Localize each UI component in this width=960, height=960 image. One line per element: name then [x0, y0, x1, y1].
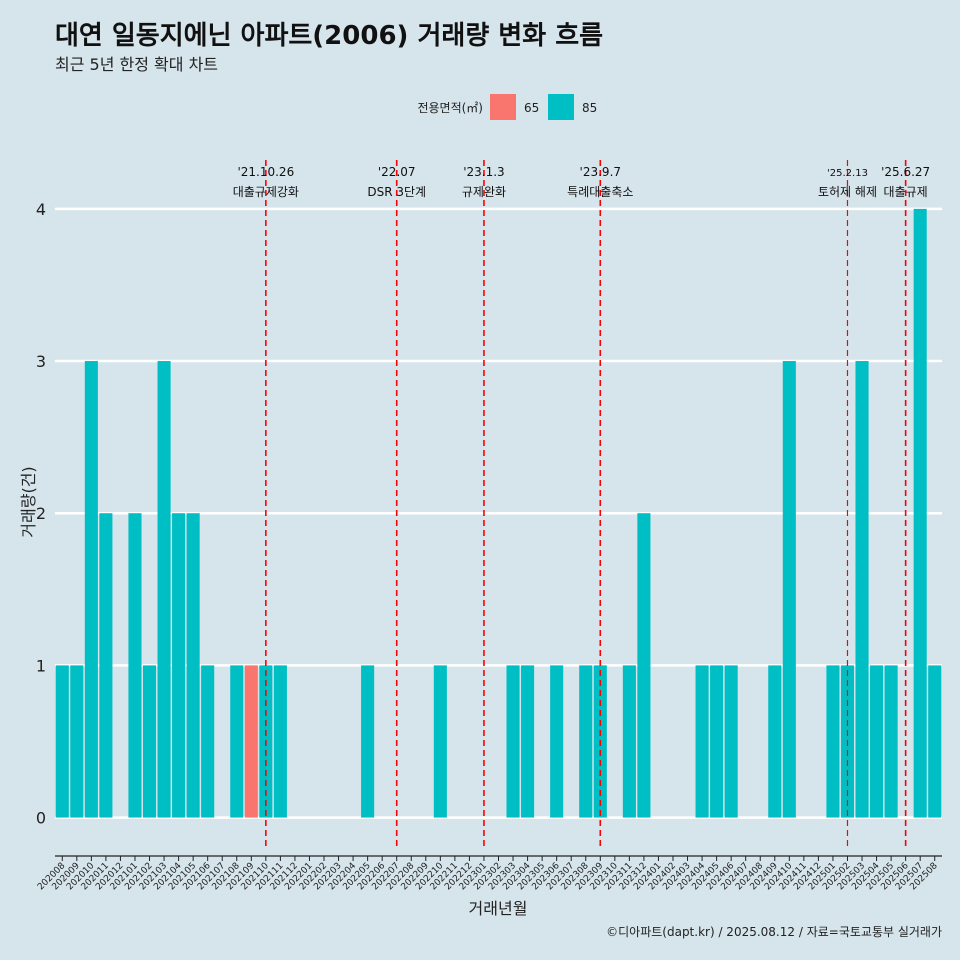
y-axis-title: 거래량(건) [19, 466, 38, 537]
bar-202505-85 [884, 665, 898, 818]
bar-202210-85 [433, 665, 447, 818]
y-tick-label-2: 2 [36, 504, 46, 523]
bar-202010-85 [84, 361, 98, 818]
bar-202308-85 [579, 665, 593, 818]
bar-202011-85 [99, 513, 113, 818]
event-markers: '21.10.26 대출규제강화 '22.07 DSR 3단계 '23.1.3 규제완화 '… [233, 160, 930, 848]
bar-202405-85 [710, 665, 724, 818]
bar-202104-85 [172, 513, 186, 818]
x-axis: 2020082020092020102020112020122021012021… [36, 855, 942, 892]
bar-202303-85 [506, 665, 520, 818]
bar-202501-85 [826, 665, 840, 818]
bar-202102-85 [142, 665, 157, 818]
y-tick-label-0: 0 [36, 809, 46, 828]
bar-202101-85 [128, 513, 142, 818]
bar-202409-85 [768, 665, 782, 818]
event-date-3: '23.9.7 [580, 165, 621, 179]
bar-202108-85 [230, 665, 244, 818]
event-label-3: 특례대출축소 [567, 185, 633, 199]
bar-202504-85 [870, 665, 884, 818]
bar-202406-85 [724, 665, 738, 818]
bar-202111-85 [273, 665, 287, 818]
bar-202312-85 [637, 513, 651, 818]
bar-202109-65 [244, 665, 258, 818]
bars [55, 208, 942, 818]
chart-title: 대연 일동지에닌 아파트(2006) 거래량 변화 흐름 [55, 21, 603, 51]
event-date-5: '25.6.27 [881, 165, 930, 179]
bar-202009-85 [70, 665, 84, 818]
caption: ©디아파트(dapt.kr) / 2025.08.12 / 자료=국토교통부 실… [606, 925, 942, 939]
y-tick-label-3: 3 [36, 352, 46, 371]
event-date-4: '25.2.13 [827, 168, 868, 179]
legend-label-85: 85 [582, 101, 597, 115]
event-date-2: '23.1.3 [463, 165, 504, 179]
bar-202205-85 [361, 665, 375, 818]
bar-202306-85 [550, 665, 564, 818]
event-label-0: 대출규제강화 [233, 185, 299, 199]
event-label-4: 토허제 해제 [818, 185, 877, 199]
bar-202507-85 [913, 208, 927, 818]
bar-202311-85 [622, 665, 636, 818]
legend-key-65 [490, 94, 516, 120]
y-tick-label-1: 1 [36, 656, 46, 675]
bar-202008-85 [55, 665, 69, 818]
bar-202410-85 [782, 361, 796, 818]
y-axis-ticks: 0 1 2 3 4 [36, 200, 46, 828]
event-label-1: DSR 3단계 [367, 185, 426, 199]
event-label-2: 규제완화 [462, 185, 506, 199]
bar-202503-85 [855, 361, 869, 818]
bar-202103-85 [157, 361, 171, 818]
bar-202304-85 [521, 665, 535, 818]
y-tick-label-4: 4 [36, 200, 46, 219]
x-axis-title: 거래년월 [469, 899, 528, 918]
event-label-5: 대출규제 [884, 185, 928, 199]
legend-key-85 [548, 94, 574, 120]
bar-202105-85 [186, 513, 200, 818]
bar-202404-85 [695, 665, 709, 818]
bar-202106-85 [201, 665, 215, 818]
event-date-0: '21.10.26 [237, 165, 294, 179]
chart-subtitle: 최근 5년 한정 확대 차트 [55, 55, 218, 74]
legend-title: 전용면적(㎡) [417, 101, 483, 115]
legend-label-65: 65 [524, 101, 539, 115]
bar-202508-85 [928, 665, 942, 818]
legend: 전용면적(㎡) 65 85 [417, 94, 597, 120]
event-date-1: '22.07 [378, 165, 416, 179]
